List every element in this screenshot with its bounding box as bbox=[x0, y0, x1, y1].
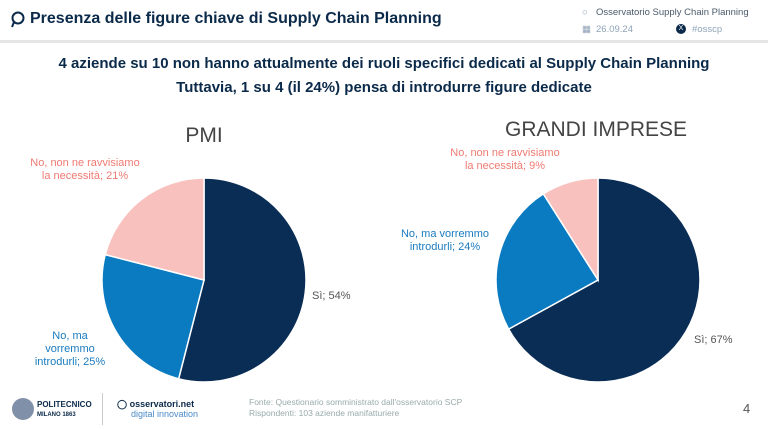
observatory-logo-icon bbox=[11, 11, 25, 28]
x-icon: X bbox=[676, 24, 686, 34]
pmi-label-si: Sì; 54% bbox=[312, 290, 351, 302]
gi-label-no-ma: No, ma vorremmo introdurli; 24% bbox=[400, 228, 490, 253]
subtitle-line1: 4 aziende su 10 non hanno attualmente de… bbox=[58, 55, 710, 72]
source-text: Fonte: Questionario somministrato dall'o… bbox=[249, 397, 463, 407]
date: 26.09.24 bbox=[596, 24, 633, 35]
page-title: Presenza delle figure chiave di Supply C… bbox=[30, 10, 442, 27]
pie-slice-1-2 bbox=[542, 177, 599, 283]
polimi-seal-logo bbox=[12, 398, 34, 420]
osservatori-logo: ◯ osservatori.net digital innovation bbox=[117, 399, 199, 419]
observatory-icon: ○ bbox=[582, 7, 588, 18]
pmi-label-no-non: No, non ne ravvisiamo la necessità; 21% bbox=[30, 157, 140, 182]
subtitle-line2: Tuttavia, 1 su 4 (il 24%) pensa di intro… bbox=[176, 79, 592, 96]
pie-slice-0-2 bbox=[104, 177, 205, 281]
page-number: 4 bbox=[743, 401, 751, 416]
hashtag: #osscp bbox=[692, 24, 723, 35]
pie-slice-0-1 bbox=[101, 253, 205, 380]
pie-slice-1-1 bbox=[495, 192, 600, 331]
gi-label-si: Sì; 67% bbox=[694, 334, 733, 346]
pie-slice-0-0 bbox=[177, 177, 307, 383]
respondents-text: Rispondenti: 103 aziende manifatturiere bbox=[249, 408, 400, 418]
pmi-title: PMI bbox=[185, 124, 223, 147]
polimi-logo-text: POLITECNICO MILANO 1863 bbox=[37, 400, 92, 418]
pmi-label-no-ma: No, ma vorremmo introdurli; 25% bbox=[34, 330, 106, 368]
calendar-icon: ▦ bbox=[582, 24, 591, 35]
observatory-name: Osservatorio Supply Chain Planning bbox=[596, 7, 749, 18]
gi-label-no-non: No, non ne ravvisiamo la necessità; 9% bbox=[450, 147, 560, 172]
pie-slice-1-0 bbox=[507, 177, 701, 383]
grandi-imprese-title: GRANDI IMPRESE bbox=[504, 118, 688, 141]
divider bbox=[102, 393, 103, 425]
header-bar bbox=[0, 0, 768, 43]
